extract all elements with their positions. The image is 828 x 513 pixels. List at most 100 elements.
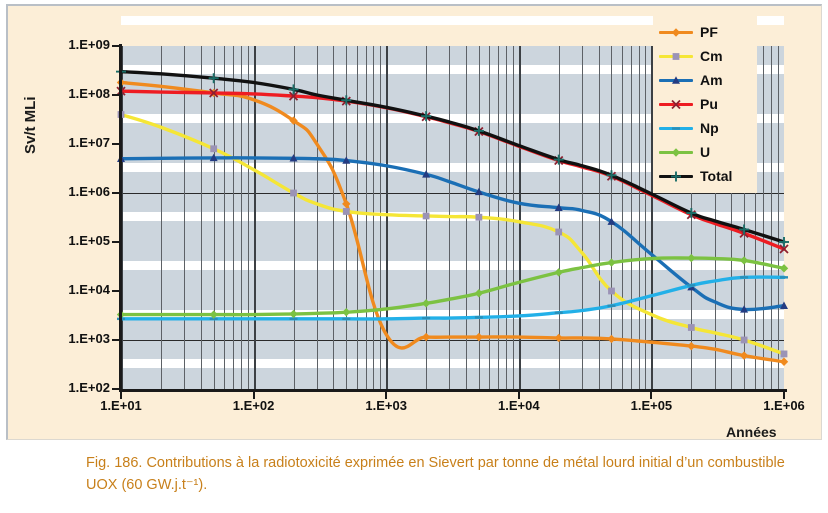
plot-gridline <box>380 46 382 389</box>
series-markers-am <box>117 153 788 313</box>
plot-gridline <box>386 46 389 389</box>
plot-gridline <box>200 46 202 389</box>
plot-gridline <box>598 46 600 389</box>
plot-gridline <box>373 46 375 389</box>
legend-swatch-total <box>659 169 693 183</box>
plot-gridline <box>365 46 367 389</box>
series-markers-total <box>116 66 789 247</box>
plot-gridline <box>518 46 521 389</box>
legend-item-pu[interactable]: Pu <box>653 92 757 116</box>
x-tick <box>517 391 520 399</box>
plot-gridline <box>582 46 584 389</box>
legend-item-am[interactable]: Am <box>653 68 757 92</box>
plot-gridline <box>121 46 123 389</box>
plot-gridline <box>356 46 358 389</box>
series-line-pf <box>119 80 786 364</box>
legend-label-np: Np <box>700 120 719 136</box>
y-tick-label: 1.E+07 <box>68 135 110 150</box>
plot-gridline <box>611 46 613 389</box>
plot-gridline <box>512 46 514 389</box>
y-tick <box>112 339 119 341</box>
series-line-total <box>119 69 786 244</box>
y-tick <box>112 241 119 243</box>
plot-gridline <box>184 46 186 389</box>
x-tick <box>120 391 122 399</box>
x-tick <box>385 391 388 399</box>
chart-curves <box>116 66 789 366</box>
y-tick <box>112 143 119 145</box>
plot-gridline <box>505 46 507 389</box>
y-tick-label: 1.E+09 <box>68 37 110 52</box>
y-tick <box>112 94 119 96</box>
legend-label-am: Am <box>700 72 723 88</box>
y-tick-label: 1.E+04 <box>68 282 110 297</box>
legend-label-pf: PF <box>700 24 718 40</box>
y-tick <box>112 290 119 292</box>
y-axis-title: Sv/t MLi <box>22 96 39 154</box>
x-tick-label: 1.E+03 <box>365 398 407 413</box>
figure-panel: Sv/t MLi Années 1.E+09 1.E+08 1.E+07 1.E+06… <box>6 4 822 440</box>
legend-swatch-np <box>659 121 693 135</box>
legend-swatch-pf <box>659 25 693 39</box>
legend-label-total: Total <box>700 168 733 184</box>
x-axis-title: Années <box>726 424 777 440</box>
plot-gridline <box>714 46 716 389</box>
legend-swatch-cm <box>659 49 693 63</box>
plot-gridline <box>754 46 756 389</box>
y-axis-line <box>119 44 122 391</box>
plot-gridline <box>160 46 162 389</box>
y-tick <box>112 192 119 194</box>
plot-gridline <box>293 46 295 389</box>
legend-marker-np <box>672 127 680 130</box>
legend-marker-am <box>672 76 680 84</box>
legend-swatch-am <box>659 73 693 87</box>
plot-gridline <box>346 46 348 389</box>
y-tick-label: 1.E+08 <box>68 86 110 101</box>
plot-band <box>121 64 784 75</box>
y-tick <box>112 45 119 47</box>
plot-gridline <box>333 46 335 389</box>
plot-gridline <box>763 46 765 389</box>
plot-band <box>121 15 784 26</box>
x-tick <box>783 391 785 399</box>
plot-gridline <box>316 46 318 389</box>
plot-band <box>121 358 784 369</box>
legend-swatch-pu <box>659 97 693 111</box>
x-tick <box>650 391 653 399</box>
plot-gridline <box>651 46 654 389</box>
plot-gridline <box>240 46 242 389</box>
plot-decade-rule <box>121 340 784 341</box>
plot-gridline <box>224 46 226 389</box>
legend-item-total[interactable]: Total <box>653 164 757 188</box>
legend-item-u[interactable]: U <box>653 140 757 164</box>
legend-item-np[interactable]: Np <box>653 116 757 140</box>
x-tick-label: 1.E+04 <box>498 398 540 413</box>
legend-item-pf[interactable]: PF <box>653 20 757 44</box>
plot-gridline <box>771 46 773 389</box>
plot-gridline <box>213 46 215 389</box>
figure-caption: Fig. 186. Contributions à la radiotoxici… <box>86 452 816 496</box>
y-tick <box>112 388 119 390</box>
legend-marker-pf <box>671 28 681 37</box>
plot-gridline <box>233 46 235 389</box>
legend-label-u: U <box>700 144 711 160</box>
x-tick-label: 1.E+06 <box>763 398 805 413</box>
x-tick <box>252 391 255 399</box>
x-tick-label: 1.E+05 <box>630 398 673 413</box>
y-tick-label: 1.E+05 <box>68 233 110 248</box>
plot-band <box>121 162 784 173</box>
plot-band <box>121 260 784 271</box>
plot-gridline <box>630 46 632 389</box>
x-tick-label: 1.E+02 <box>232 398 275 413</box>
plot-gridline <box>777 46 779 389</box>
legend-item-cm[interactable]: Cm <box>653 44 757 68</box>
plot-gridline <box>638 46 640 389</box>
plot-gridline <box>645 46 647 389</box>
plot-gridline <box>253 46 256 389</box>
plot-gridline <box>621 46 623 389</box>
legend-marker-pu <box>671 99 681 110</box>
plot-gridline <box>744 46 746 389</box>
plot-gridline <box>247 46 249 389</box>
legend-marker-u <box>671 148 681 157</box>
chart-legend: PF Cm Am Pu Np U <box>653 16 757 193</box>
